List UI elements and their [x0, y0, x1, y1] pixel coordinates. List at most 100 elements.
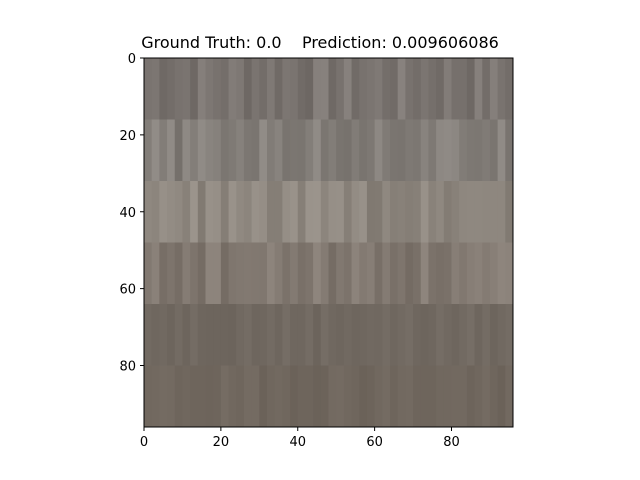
- image-pixel-block: [282, 365, 291, 427]
- image-pixel-block: [313, 58, 322, 121]
- image-pixel-block: [159, 181, 168, 244]
- image-pixel-block: [420, 304, 430, 367]
- image-pixel-block: [382, 365, 391, 427]
- image-pixel-block: [451, 304, 460, 367]
- image-pixel-block: [182, 181, 191, 244]
- image-pixel-block: [236, 242, 245, 305]
- image-pixel-block: [474, 181, 483, 244]
- image-pixel-block: [320, 365, 330, 427]
- image-pixel-block: [167, 181, 176, 244]
- image-pixel-block: [220, 242, 230, 305]
- image-pixel-block: [274, 304, 283, 367]
- image-pixel-block: [282, 119, 291, 182]
- image-pixel-block: [228, 304, 237, 367]
- image-pixel-block: [174, 242, 184, 305]
- image-pixel-block: [366, 119, 376, 182]
- image-pixel-block: [405, 365, 414, 427]
- image-pixel-block: [151, 365, 160, 427]
- image-pixel-block: [489, 242, 499, 305]
- image-pixel-block: [336, 181, 345, 244]
- image-pixel-block: [343, 119, 353, 182]
- image-pixel-block: [220, 365, 230, 427]
- image-pixel-block: [297, 242, 307, 305]
- image-pixel-block: [159, 58, 168, 121]
- image-pixel-block: [205, 304, 214, 367]
- image-pixel-block: [243, 181, 253, 244]
- image-pixel-block: [290, 58, 299, 121]
- image-pixel-block: [489, 181, 499, 244]
- image-pixel-block: [482, 181, 491, 244]
- image-pixel-block: [497, 365, 506, 427]
- image-pixel-block: [397, 304, 406, 367]
- image-pixel-block: [390, 242, 399, 305]
- image-pixel-block: [228, 181, 237, 244]
- image-pixel-block: [251, 58, 260, 121]
- image-pixel-block: [259, 304, 268, 367]
- image-pixel-block: [297, 304, 307, 367]
- image-pixel-block: [413, 181, 422, 244]
- image-pixel-block: [405, 181, 414, 244]
- image-pixel-block: [351, 304, 360, 367]
- image-pixel-block: [397, 58, 406, 121]
- image-pixel-block: [328, 181, 337, 244]
- image-pixel-block: [174, 58, 184, 121]
- image-pixel-block: [182, 58, 191, 121]
- image-frame: [143, 57, 514, 428]
- image-pixel-block: [205, 365, 214, 427]
- image-pixel-block: [397, 119, 406, 182]
- image-pixel-block: [274, 365, 283, 427]
- image-pixel-block: [474, 304, 483, 367]
- image-pixel-block: [382, 181, 391, 244]
- image-pixel-block: [482, 365, 491, 427]
- image-pixel-block: [159, 365, 168, 427]
- image-pixel-block: [320, 181, 330, 244]
- image-pixel-block: [297, 365, 307, 427]
- image-pixel-block: [313, 242, 322, 305]
- image-pixel-block: [282, 58, 291, 121]
- image-pixel-block: [443, 181, 453, 244]
- image-pixel-block: [144, 365, 153, 427]
- image-pixel-block: [351, 58, 360, 121]
- image-pixel-block: [336, 304, 345, 367]
- image-pixel-block: [420, 119, 430, 182]
- image-pixel-block: [197, 181, 207, 244]
- image-pixel-block: [190, 181, 199, 244]
- image-pixel-block: [382, 58, 391, 121]
- image-pixel-block: [420, 181, 430, 244]
- image-pixel-block: [243, 242, 253, 305]
- image-pixel-block: [359, 365, 368, 427]
- image-pixel-block: [243, 304, 253, 367]
- image-pixel-block: [313, 181, 322, 244]
- image-pixel-block: [267, 181, 276, 244]
- image-pixel-block: [474, 119, 483, 182]
- image-pixel-block: [290, 242, 299, 305]
- image-pixel-block: [267, 365, 276, 427]
- image-pixel-block: [305, 304, 314, 367]
- image-pixel-block: [197, 58, 207, 121]
- image-pixel-block: [159, 119, 168, 182]
- y-tick-label: 20: [119, 129, 136, 144]
- image-pixel-block: [489, 119, 499, 182]
- image-pixel-block: [328, 365, 337, 427]
- image-pixel-block: [236, 181, 245, 244]
- image-pixel-block: [228, 119, 237, 182]
- image-pixel-block: [459, 304, 468, 367]
- image-pixel-block: [220, 58, 230, 121]
- image-pixel-block: [190, 242, 199, 305]
- image-pixel-block: [144, 304, 153, 367]
- image-pixel-block: [390, 58, 399, 121]
- image-pixel-block: [243, 119, 253, 182]
- image-pixel-block: [436, 58, 445, 121]
- image-pixel-block: [505, 304, 513, 367]
- x-tick-label: 40: [289, 435, 306, 450]
- image-pixel-block: [366, 181, 376, 244]
- image-pixel-block: [497, 119, 506, 182]
- image-pixel-block: [351, 119, 360, 182]
- image-pixel-block: [182, 365, 191, 427]
- image-pixel-block: [290, 304, 299, 367]
- image-pixel-block: [413, 365, 422, 427]
- image-pixel-block: [366, 304, 376, 367]
- image-pixel-block: [451, 119, 460, 182]
- image-pixel-block: [436, 119, 445, 182]
